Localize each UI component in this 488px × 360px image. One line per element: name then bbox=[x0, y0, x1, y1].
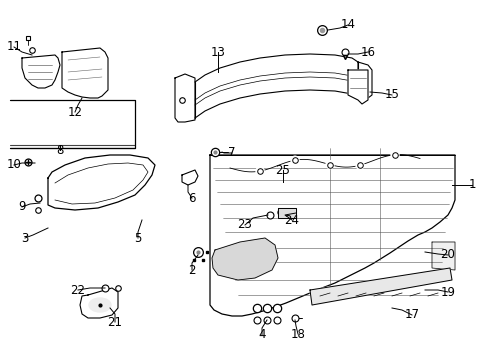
Text: 12: 12 bbox=[67, 105, 82, 118]
Text: 20: 20 bbox=[440, 248, 454, 261]
Polygon shape bbox=[22, 55, 60, 88]
Text: 23: 23 bbox=[237, 219, 252, 231]
Circle shape bbox=[290, 156, 298, 164]
Polygon shape bbox=[357, 62, 371, 98]
Text: 17: 17 bbox=[404, 309, 419, 321]
Text: 24: 24 bbox=[284, 213, 299, 226]
Polygon shape bbox=[182, 170, 198, 185]
Ellipse shape bbox=[89, 298, 111, 312]
Text: 16: 16 bbox=[360, 45, 375, 58]
Text: 18: 18 bbox=[290, 328, 305, 341]
Circle shape bbox=[325, 161, 333, 168]
Polygon shape bbox=[209, 155, 454, 316]
Text: 25: 25 bbox=[275, 163, 290, 176]
Text: 19: 19 bbox=[440, 285, 454, 298]
Text: 14: 14 bbox=[340, 18, 355, 31]
Text: 15: 15 bbox=[384, 89, 399, 102]
Polygon shape bbox=[431, 242, 454, 270]
Polygon shape bbox=[175, 74, 195, 122]
Text: 5: 5 bbox=[134, 231, 142, 244]
Text: 11: 11 bbox=[6, 40, 21, 54]
Text: 6: 6 bbox=[188, 192, 195, 204]
Text: 13: 13 bbox=[210, 45, 225, 58]
Text: 10: 10 bbox=[6, 158, 21, 171]
Polygon shape bbox=[80, 288, 118, 318]
Polygon shape bbox=[62, 48, 108, 98]
Text: 4: 4 bbox=[258, 328, 265, 342]
Polygon shape bbox=[347, 70, 367, 104]
Circle shape bbox=[390, 151, 398, 159]
Text: 7: 7 bbox=[228, 147, 235, 159]
Polygon shape bbox=[212, 238, 278, 280]
Text: 21: 21 bbox=[107, 315, 122, 328]
Text: 3: 3 bbox=[21, 231, 29, 244]
Polygon shape bbox=[48, 155, 155, 210]
Circle shape bbox=[256, 167, 264, 175]
Circle shape bbox=[177, 95, 186, 105]
Text: 8: 8 bbox=[56, 144, 63, 157]
Polygon shape bbox=[309, 268, 451, 305]
Circle shape bbox=[355, 161, 363, 169]
Text: 9: 9 bbox=[18, 201, 26, 213]
Text: 2: 2 bbox=[188, 264, 195, 276]
Text: 1: 1 bbox=[468, 179, 475, 192]
Text: 22: 22 bbox=[70, 284, 85, 297]
Bar bbox=[278, 208, 295, 218]
Polygon shape bbox=[195, 54, 357, 118]
